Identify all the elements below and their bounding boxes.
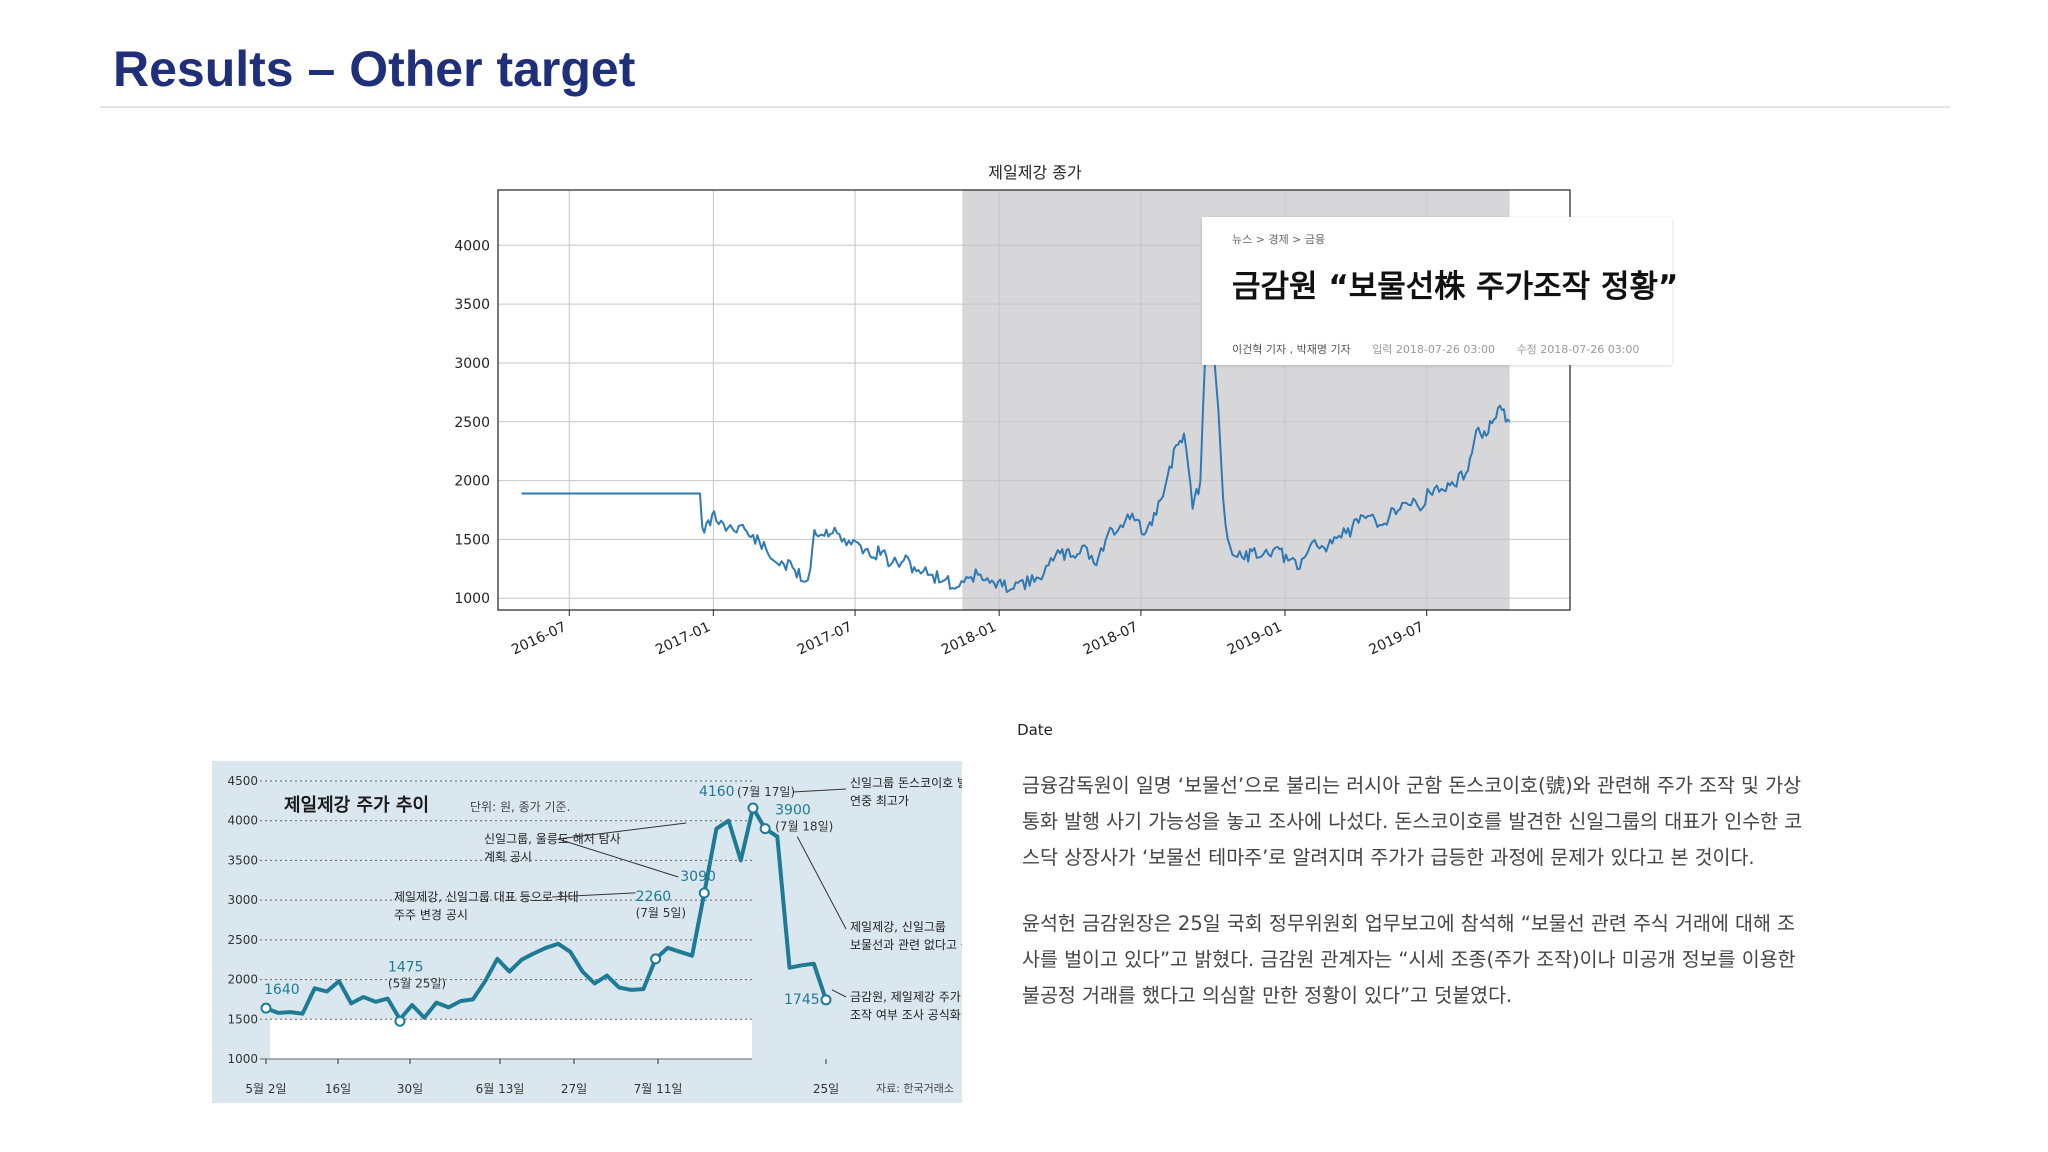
inset-leader-line — [557, 822, 687, 840]
article-paragraph: 금융감독원이 일명 ‘보물선’으로 불리는 러시아 군함 돈스코이호(號)와 관… — [1022, 774, 1803, 869]
inset-leader-line — [792, 788, 847, 793]
news-headline-card: 뉴스 > 경제 > 금융 금감원 “보물선株 주가조작 정황” 이건혁 기자 ,… — [1202, 217, 1678, 365]
x-tick-label: 2017-01 — [653, 619, 713, 658]
y-tick-label: 2000 — [454, 474, 490, 490]
news-modified-time: 수정 2018-07-26 03:00 — [1516, 343, 1640, 356]
inset-x-tick-label: 27일 — [561, 1082, 587, 1096]
inset-annotated-point — [260, 1002, 272, 1014]
x-tick-label: 2017-07 — [795, 619, 855, 658]
inset-point-value: 1640 — [264, 982, 300, 998]
inset-y-tick-label: 3000 — [227, 893, 258, 907]
inset-event-label: 금감원, 제일제강 주가 — [850, 990, 961, 1004]
title-divider — [100, 106, 1950, 108]
inset-event-label: 조작 여부 조사 공식화 — [850, 1008, 961, 1022]
inset-annotated-point — [759, 823, 771, 835]
y-tick-label: 3000 — [454, 356, 490, 372]
inset-x-tick-label: 5월 2일 — [245, 1082, 286, 1096]
x-tick-label: 2019-07 — [1367, 619, 1427, 658]
inset-annotated-point — [394, 1015, 406, 1027]
inset-event-label: 제일제강, 신일그룹 대표 등으로 최대 — [394, 890, 579, 904]
news-breadcrumb: 뉴스 > 경제 > 금융 — [1232, 233, 1326, 246]
news-byline: 이건혁 기자 , 박재명 기자 입력 2018-07-26 03:00 수정 2… — [1232, 341, 1657, 357]
newspaper-price-trend-chart: 1000 1500 2000 2500 3000 3500 4000 4500 5월 2일 16… — [212, 761, 962, 1103]
y-tick-label: 2500 — [454, 415, 490, 431]
inset-point-value: 3900 — [775, 803, 811, 819]
inset-y-tick-label: 4500 — [227, 774, 258, 788]
inset-x-tick-label: 16일 — [325, 1082, 351, 1096]
inset-plot-area — [270, 1019, 752, 1059]
inset-event-label: 제일제강, 신일그룹 — [850, 920, 946, 934]
article-body: 금융감독원이 일명 ‘보물선’으로 불리는 러시아 군함 돈스코이호(號)와 관… — [1022, 768, 1812, 1044]
inset-event-label: 주주 변경 공시 — [394, 908, 468, 922]
inset-annotated-point — [698, 887, 710, 899]
inset-source: 자료: 한국거래소 — [876, 1082, 954, 1095]
inset-annotated-point — [747, 802, 759, 814]
inset-annotated-point — [650, 953, 662, 965]
x-tick-label: 2018-01 — [939, 619, 999, 658]
inset-point-value: 3090 — [680, 869, 716, 885]
article-paragraph: 윤석헌 금감원장은 25일 국회 정무위원회 업무보고에 참석해 “보물선 관련… — [1022, 912, 1796, 1007]
inset-leader-line — [831, 989, 847, 998]
inset-y-tick-label: 1500 — [227, 1012, 258, 1026]
plot-frame — [497, 189, 1571, 611]
inset-y-tick-label: 4000 — [227, 814, 258, 828]
inset-point-value: 2260 — [636, 889, 672, 905]
inset-point-value: 1475 — [388, 959, 424, 975]
news-headline: 금감원 “보물선株 주가조작 정황” — [1232, 269, 1679, 305]
inset-event-label: 신일그룹 돈스코이호 발견 소식 보도, — [850, 776, 962, 790]
inset-event-label: 연중 최고가 — [850, 794, 909, 808]
x-tick-label: 2018-07 — [1081, 619, 1141, 658]
y-tick-label: 3500 — [454, 297, 490, 313]
inset-x-tick-label: 6월 13일 — [476, 1082, 525, 1096]
inset-event-label: 보물선과 관련 없다고 공시 — [850, 938, 962, 952]
news-reporters: 이건혁 기자 , 박재명 기자 — [1232, 343, 1351, 356]
inset-x-tick-label: 30일 — [397, 1082, 423, 1096]
inset-subtitle: 단위: 원, 종가 기준. — [470, 800, 570, 814]
inset-point-note: (5월 25일) — [388, 976, 446, 990]
inset-y-tick-label: 1000 — [227, 1052, 258, 1066]
inset-x-tick-label: 7월 11일 — [634, 1082, 683, 1096]
news-input-time: 입력 2018-07-26 03:00 — [1372, 343, 1496, 356]
inset-point-note: (7월 5일) — [636, 906, 687, 920]
y-tick-label: 4000 — [454, 238, 490, 254]
slide-title: Results – Other target — [113, 41, 636, 97]
inset-annotated-point — [820, 994, 832, 1006]
inset-y-tick-label: 3500 — [227, 853, 258, 867]
x-axis-label: Date — [1017, 721, 1053, 739]
inset-event-label: 계획 공시 — [484, 850, 532, 864]
inset-leader-line — [557, 838, 679, 878]
inset-point-value: 4160 — [699, 784, 735, 800]
chart-title: 제일제강 종가 — [988, 163, 1082, 182]
x-tick-label: 2019-01 — [1225, 619, 1285, 658]
inset-y-tick-label: 2500 — [227, 933, 258, 947]
inset-x-tick-label: 25일 — [813, 1082, 839, 1096]
inset-y-tick-label: 2000 — [227, 973, 258, 987]
x-tick-label: 2016-07 — [509, 619, 569, 658]
inset-point-value: 1745 — [784, 992, 820, 1008]
inset-leader-line — [796, 836, 847, 930]
inset-point-note: (7월 17일) — [737, 785, 795, 799]
series-line-close — [521, 224, 1511, 593]
inset-leader-line — [551, 892, 636, 898]
inset-point-note: (7월 18일) — [775, 820, 833, 834]
inset-series-line — [265, 806, 828, 1022]
y-tick-label: 1000 — [454, 591, 490, 607]
inset-title: 제일제강 주가 추이 — [284, 795, 429, 816]
y-tick-label: 1500 — [454, 532, 490, 548]
